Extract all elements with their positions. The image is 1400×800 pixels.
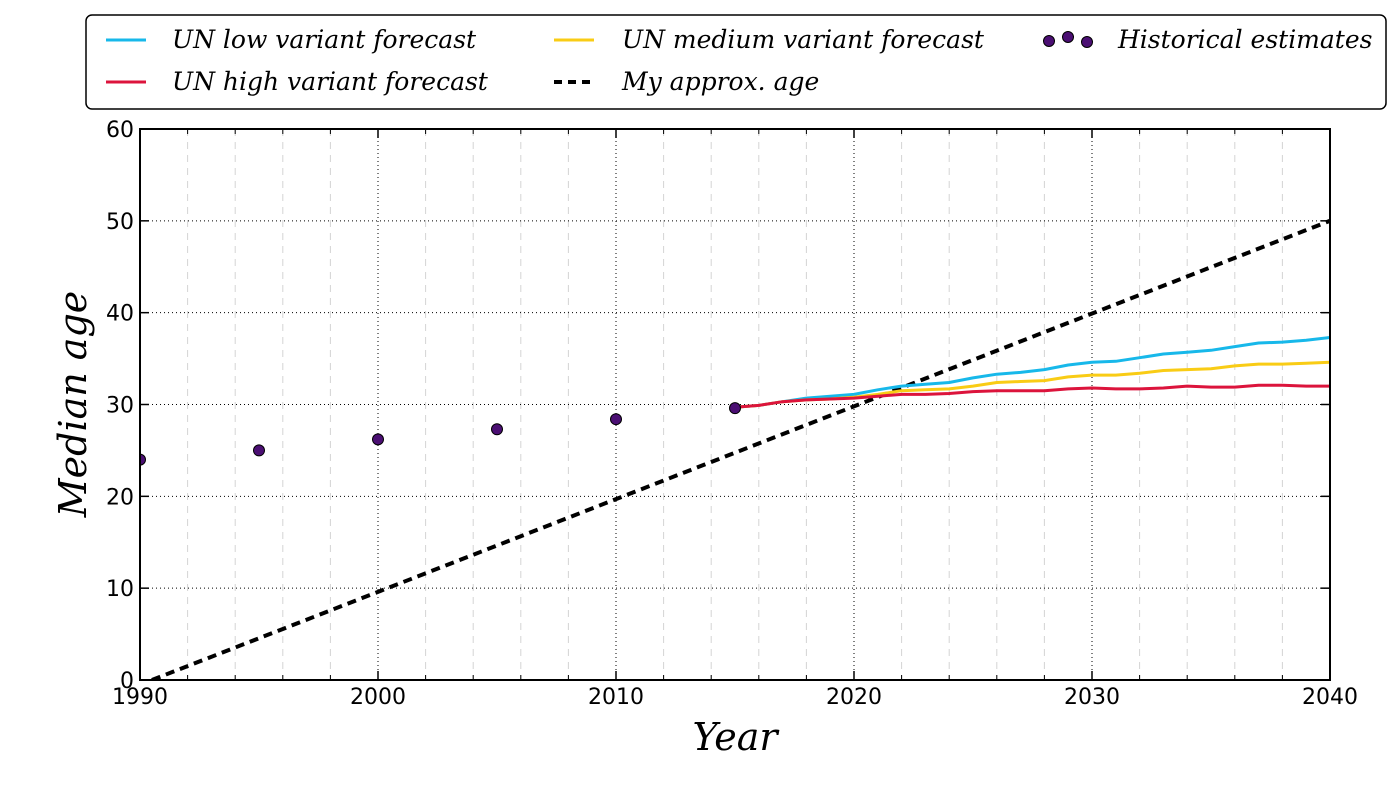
historical-point bbox=[610, 413, 622, 426]
x-tick-label: 2000 bbox=[350, 685, 406, 710]
legend-frame bbox=[85, 14, 1387, 110]
legend-label-high: UN high variant forecast bbox=[172, 67, 489, 96]
historical-point bbox=[491, 423, 503, 436]
x-tick-label: 2040 bbox=[1302, 685, 1358, 710]
legend-swatch-historical bbox=[1043, 31, 1093, 48]
legend: UN low variant forecast UN medium varian… bbox=[85, 14, 1387, 110]
historical-point bbox=[372, 433, 384, 446]
y-axis-title: Median age bbox=[51, 291, 95, 519]
x-axis-title: Year bbox=[692, 715, 780, 759]
legend-label-historical: Historical estimates bbox=[1117, 25, 1372, 54]
y-tick-label: 40 bbox=[106, 302, 134, 327]
legend-label-medium: UN medium variant forecast bbox=[622, 25, 985, 54]
low-line bbox=[734, 336, 1330, 409]
historical-point bbox=[729, 402, 741, 415]
y-tick-label: 60 bbox=[106, 118, 134, 143]
x-tick-label: 1990 bbox=[112, 685, 168, 710]
historical-point bbox=[140, 453, 146, 466]
legend-label-low: UN low variant forecast bbox=[172, 25, 477, 54]
high-line bbox=[734, 383, 1330, 409]
y-tick-label: 0 bbox=[120, 669, 134, 694]
x-tick-label: 2020 bbox=[826, 685, 882, 710]
x-tick-label: 2010 bbox=[588, 685, 644, 710]
series-layer bbox=[140, 218, 1330, 680]
gridlines bbox=[140, 129, 1330, 680]
y-tick-label: 50 bbox=[106, 210, 134, 235]
historical-point bbox=[253, 444, 265, 457]
x-tick-label: 2030 bbox=[1064, 685, 1120, 710]
y-tick-label: 30 bbox=[106, 394, 134, 419]
y-tick-label: 20 bbox=[106, 485, 134, 510]
my-age-line bbox=[151, 218, 1330, 680]
y-tick-label: 10 bbox=[106, 577, 134, 602]
legend-label-my-age: My approx. age bbox=[621, 67, 819, 96]
